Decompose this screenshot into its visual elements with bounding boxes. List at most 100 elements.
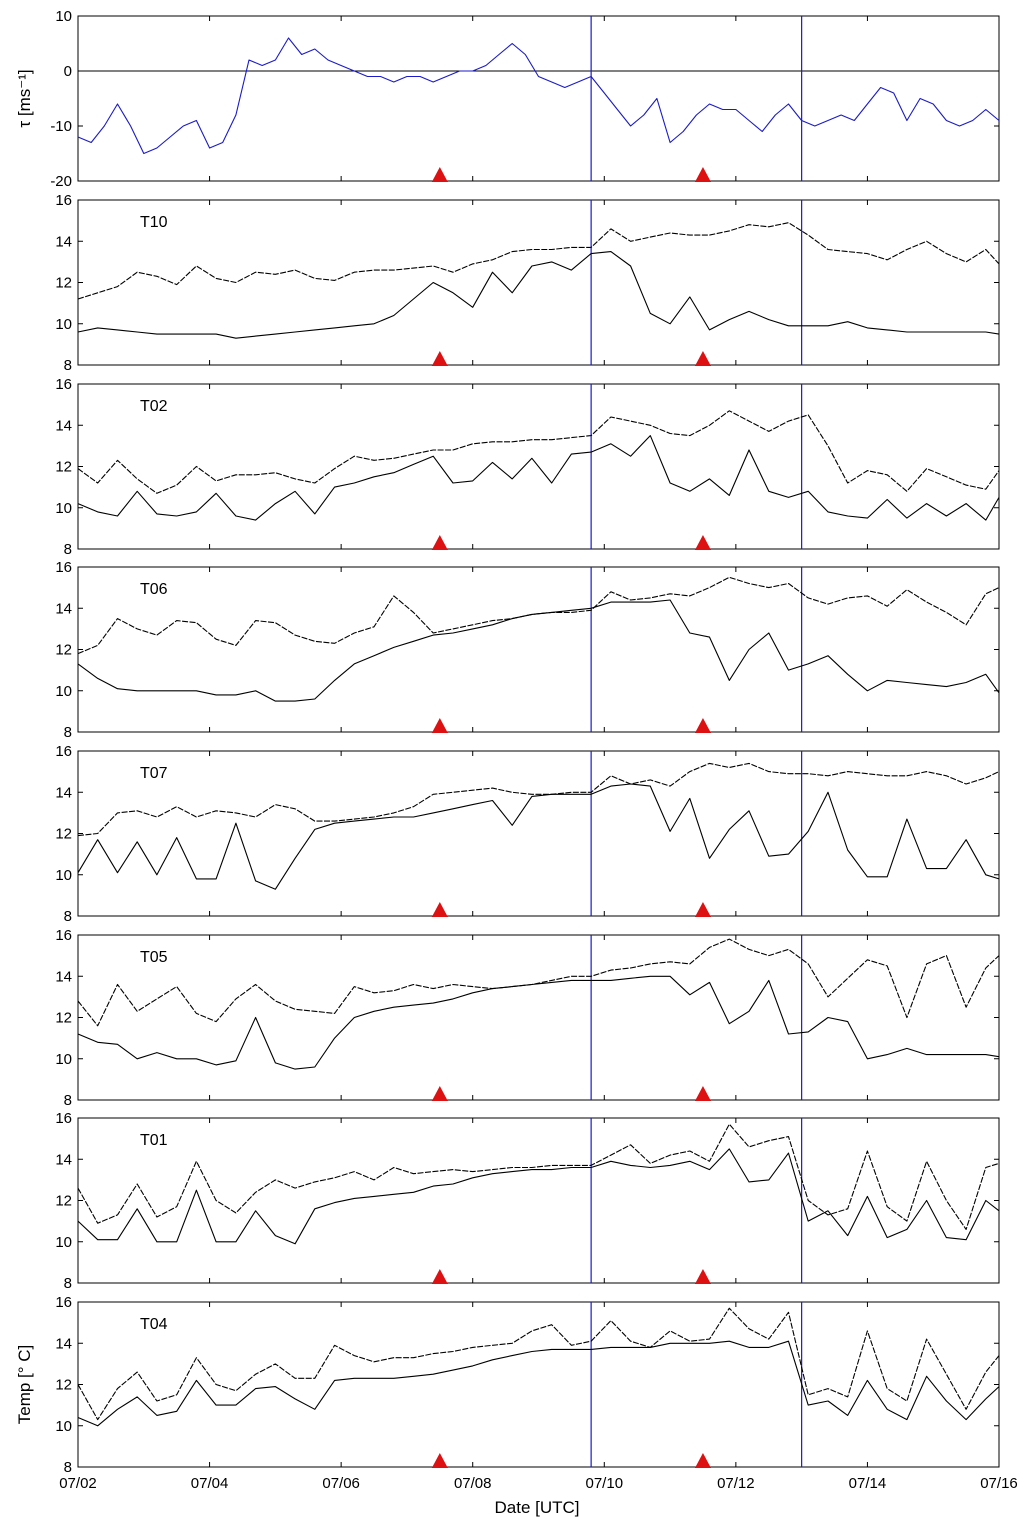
y-tick-label: 16 — [55, 1294, 72, 1311]
triangle-marker-1 — [431, 1269, 448, 1284]
panel-frame — [77, 566, 1000, 733]
series-line-lower — [77, 1148, 1000, 1245]
y-tick-label: 10 — [55, 8, 72, 25]
triangle-marker-2 — [694, 167, 711, 182]
y-tick-label: 14 — [55, 1151, 72, 1168]
series-line-upper — [77, 1123, 1000, 1230]
triangle-marker-2 — [694, 351, 711, 366]
panel-label: T04 — [140, 1316, 168, 1333]
triangle-marker-1 — [431, 535, 448, 550]
triangle-marker-1 — [431, 902, 448, 917]
panel-T07: 16 14 12 10 8 T07 — [55, 743, 1000, 925]
y-tick-label: 10 — [55, 683, 72, 700]
y-tick-label: 10 — [55, 867, 72, 884]
y-tick-label: 8 — [64, 1092, 72, 1109]
y-axis-label: Temp [° C] — [15, 1345, 34, 1425]
series-line-lower — [77, 975, 1000, 1070]
series-line-upper — [77, 938, 1000, 1027]
triangle-marker-1 — [431, 718, 448, 733]
y-tick-label: -10 — [50, 118, 72, 135]
series-line-lower — [77, 599, 1000, 702]
y-tick-label: 14 — [55, 1335, 72, 1352]
series-line-upper — [77, 410, 1000, 494]
panel-label: T10 — [140, 214, 168, 231]
y-tick-label: 8 — [64, 724, 72, 741]
x-tick-label: 07/12 — [717, 1475, 755, 1492]
y-tick-label: 12 — [55, 275, 72, 292]
triangle-marker-2 — [694, 535, 711, 550]
y-tick-label: 12 — [55, 1010, 72, 1027]
series-line-upper — [77, 762, 1000, 837]
panel-T01: 16 14 12 10 8 T01 — [55, 1110, 1000, 1292]
y-axis-label: τ [ms⁻¹] — [15, 69, 34, 127]
y-tick-label: 16 — [55, 559, 72, 576]
y-tick-label: 12 — [55, 1377, 72, 1394]
triangle-marker-2 — [694, 902, 711, 917]
y-tick-label: 8 — [64, 1275, 72, 1292]
y-tick-label: 8 — [64, 908, 72, 925]
triangle-marker-1 — [431, 1453, 448, 1468]
y-tick-label: 14 — [55, 784, 72, 801]
panel-T04: 16 14 12 10 8 T04 Temp [° C] 07/02 07/04 07/06 07/… — [15, 1294, 1018, 1492]
triangle-marker-1 — [431, 351, 448, 366]
x-axis-label: Date [UTC] — [494, 1498, 579, 1517]
panel-label: T07 — [140, 765, 168, 782]
panel-wind: 10 0 -10 -20 τ [ms⁻¹] — [15, 8, 1000, 190]
panel-frame — [77, 934, 1000, 1101]
panel-T06: 16 14 12 10 8 T06 — [55, 559, 1000, 741]
y-tick-label: 12 — [55, 459, 72, 476]
y-tick-label: 10 — [55, 1418, 72, 1435]
y-tick-label: 16 — [55, 376, 72, 393]
panel-T10: 16 14 12 10 8 T10 — [55, 192, 1000, 374]
triangle-marker-2 — [694, 1269, 711, 1284]
panel-frame — [77, 199, 1000, 366]
y-tick-label: 14 — [55, 968, 72, 985]
y-tick-label: 10 — [55, 500, 72, 517]
panel-T05: 16 14 12 10 8 T05 — [55, 927, 1000, 1109]
x-tick-label: 07/04 — [191, 1475, 229, 1492]
y-tick-label: 8 — [64, 357, 72, 374]
panel-frame — [77, 15, 1000, 182]
triangle-marker-2 — [694, 1086, 711, 1101]
panel-label: T02 — [140, 398, 168, 415]
series-line-lower — [77, 251, 1000, 339]
y-tick-label: 16 — [55, 1110, 72, 1127]
y-tick-label: 14 — [55, 600, 72, 617]
triangle-marker-2 — [694, 718, 711, 733]
x-tick-label: 07/10 — [586, 1475, 624, 1492]
panels-group: 10 0 -10 -20 τ [ms⁻¹] 16 14 12 10 8 T10 16 14 12 10 8 T0… — [15, 8, 1018, 1492]
y-tick-label: 16 — [55, 743, 72, 760]
x-tick-label: 07/06 — [322, 1475, 360, 1492]
series-line-upper — [77, 576, 1000, 655]
y-tick-label: 10 — [55, 316, 72, 333]
x-tick-label: 07/02 — [59, 1475, 97, 1492]
series-line-lower — [77, 1340, 1000, 1427]
y-tick-label: 0 — [64, 63, 72, 80]
triangle-marker-1 — [431, 1086, 448, 1101]
panel-label: T01 — [140, 1132, 168, 1149]
y-tick-label: 14 — [55, 233, 72, 250]
series-line-lower — [77, 435, 1000, 521]
y-tick-label: 8 — [64, 1459, 72, 1476]
triangle-marker-1 — [431, 167, 448, 182]
y-tick-label: 12 — [55, 826, 72, 843]
y-tick-label: 12 — [55, 642, 72, 659]
y-tick-label: 10 — [55, 1051, 72, 1068]
x-tick-label: 07/14 — [849, 1475, 887, 1492]
y-tick-label: 8 — [64, 541, 72, 558]
x-tick-label: 07/16 — [980, 1475, 1018, 1492]
series-line-upper — [77, 222, 1000, 300]
y-tick-label: 12 — [55, 1193, 72, 1210]
panel-T02: 16 14 12 10 8 T02 — [55, 376, 1000, 558]
y-tick-label: 10 — [55, 1234, 72, 1251]
panel-label: T05 — [140, 949, 168, 966]
y-tick-label: -20 — [50, 173, 72, 190]
panel-label: T06 — [140, 581, 168, 598]
panel-frame — [77, 750, 1000, 917]
triangle-marker-2 — [694, 1453, 711, 1468]
y-tick-label: 14 — [55, 417, 72, 434]
y-tick-label: 16 — [55, 192, 72, 209]
series-line-lower — [77, 783, 1000, 890]
y-tick-label: 16 — [55, 927, 72, 944]
